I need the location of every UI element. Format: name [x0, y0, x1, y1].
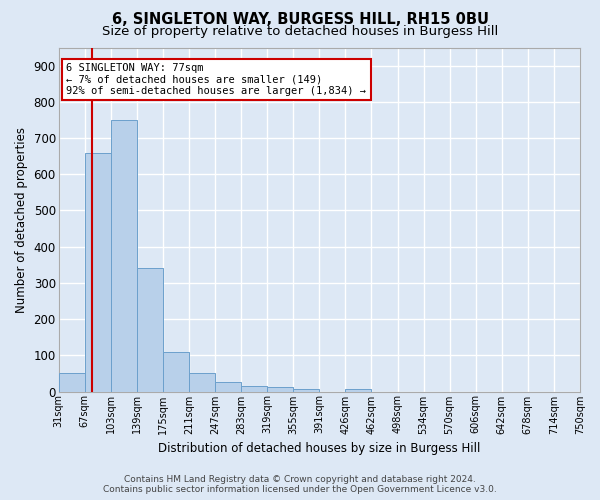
Text: Size of property relative to detached houses in Burgess Hill: Size of property relative to detached ho…	[102, 25, 498, 38]
Y-axis label: Number of detached properties: Number of detached properties	[15, 126, 28, 312]
Bar	[267, 387, 293, 392]
Bar	[215, 382, 241, 392]
Bar	[111, 120, 137, 392]
Bar	[241, 386, 267, 392]
Bar	[189, 374, 215, 392]
X-axis label: Distribution of detached houses by size in Burgess Hill: Distribution of detached houses by size …	[158, 442, 481, 455]
Text: 6, SINGLETON WAY, BURGESS HILL, RH15 0BU: 6, SINGLETON WAY, BURGESS HILL, RH15 0BU	[112, 12, 488, 28]
Bar	[137, 268, 163, 392]
Bar	[293, 388, 319, 392]
Text: 6 SINGLETON WAY: 77sqm
← 7% of detached houses are smaller (149)
92% of semi-det: 6 SINGLETON WAY: 77sqm ← 7% of detached …	[67, 63, 367, 96]
Bar	[59, 374, 85, 392]
Bar	[85, 152, 111, 392]
Text: Contains HM Land Registry data © Crown copyright and database right 2024.
Contai: Contains HM Land Registry data © Crown c…	[103, 474, 497, 494]
Bar	[346, 388, 371, 392]
Bar	[163, 352, 189, 392]
